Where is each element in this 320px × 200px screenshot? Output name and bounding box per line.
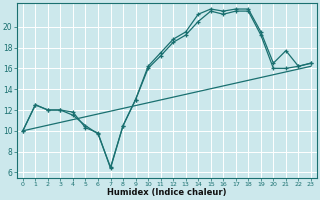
X-axis label: Humidex (Indice chaleur): Humidex (Indice chaleur) bbox=[107, 188, 227, 197]
